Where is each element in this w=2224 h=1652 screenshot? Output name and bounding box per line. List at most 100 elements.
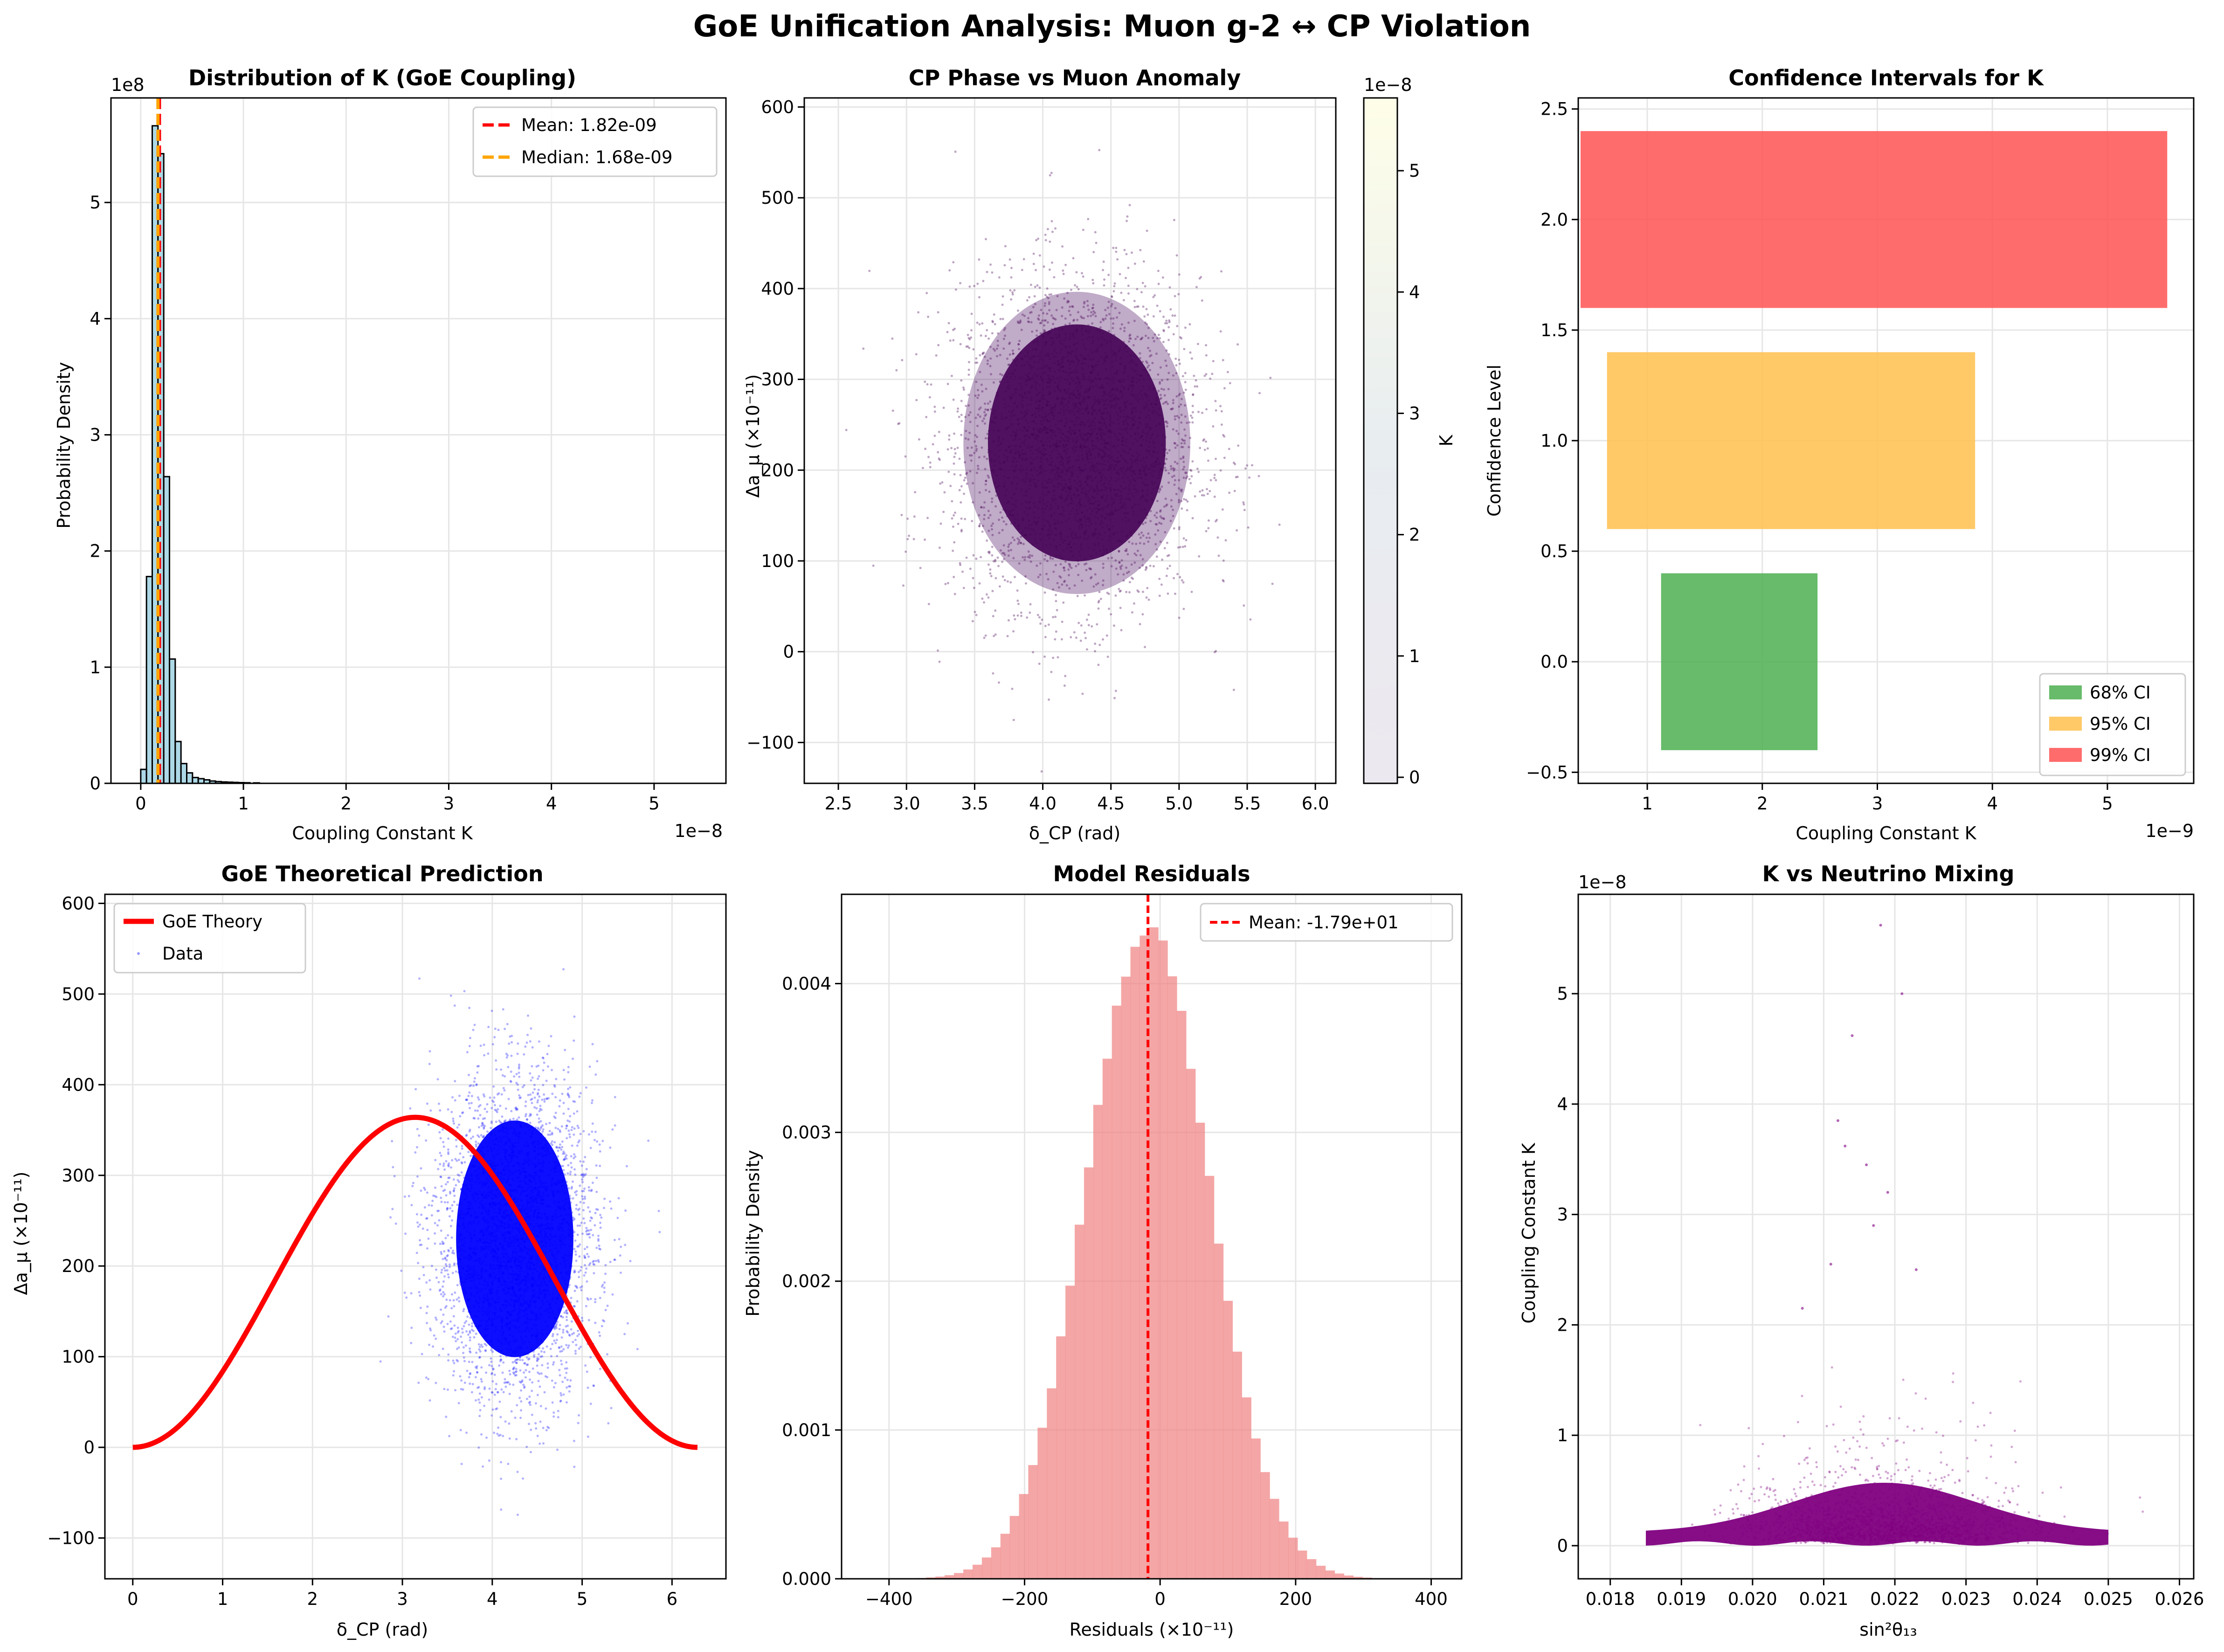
scatter-point xyxy=(1232,461,1235,464)
scatter-point xyxy=(599,1334,601,1337)
scatter-point xyxy=(516,1514,519,1516)
panel-cp-vs-muon: CP Phase vs Muon Anomaly Δa_μ (×10⁻¹¹) δ… xyxy=(743,65,1457,843)
scatter-point xyxy=(448,1435,451,1438)
scatter-point xyxy=(978,258,981,261)
scatter-point xyxy=(1166,541,1168,544)
scatter-point xyxy=(862,347,865,350)
scatter-point xyxy=(1108,608,1111,610)
scatter-point xyxy=(1125,591,1128,594)
scatter-point xyxy=(543,1093,546,1096)
scatter-point xyxy=(1098,643,1101,646)
scatter-point xyxy=(559,1374,561,1377)
scatter-point xyxy=(443,1330,446,1333)
scatter-point xyxy=(1115,567,1118,570)
scatter-point xyxy=(569,1086,572,1089)
scatter-point xyxy=(915,353,918,356)
scatter-point xyxy=(1183,428,1186,431)
scatter-point xyxy=(939,482,942,485)
scatter-point xyxy=(1097,607,1100,610)
scatter-point xyxy=(972,554,975,557)
scatter-point xyxy=(1144,321,1147,324)
scatter-point xyxy=(1044,239,1047,242)
scatter-point xyxy=(1134,338,1137,340)
scatter-point xyxy=(976,389,979,392)
scatter-point xyxy=(1157,333,1160,336)
scatter-point xyxy=(926,383,929,386)
scatter-point xyxy=(548,1307,551,1310)
scatter-point xyxy=(1118,588,1120,590)
scatter-point xyxy=(1049,174,1051,177)
scatter-point xyxy=(990,528,993,531)
scatter-point xyxy=(1158,578,1161,581)
scatter-point xyxy=(985,479,988,482)
scatter-point xyxy=(1151,362,1154,365)
scatter-point xyxy=(557,1416,559,1418)
scatter-point xyxy=(1180,337,1183,340)
scatter-point xyxy=(1128,591,1131,594)
scatter-point xyxy=(582,1130,585,1133)
scatter-point xyxy=(475,1300,477,1303)
scatter-point xyxy=(986,457,988,460)
scatter-point xyxy=(537,1206,539,1209)
scatter-point xyxy=(489,1096,491,1099)
scatter-point xyxy=(488,1185,490,1188)
scatter-point xyxy=(1205,530,1208,532)
panel-title: GoE Theoretical Prediction xyxy=(221,861,543,886)
scatter-point xyxy=(1043,319,1046,322)
scatter-point xyxy=(1130,251,1133,254)
scatter-point xyxy=(1052,570,1055,573)
scatter-point xyxy=(546,1151,549,1154)
scatter-point xyxy=(1219,469,1222,472)
scatter-point xyxy=(1093,311,1096,314)
scatter-point xyxy=(1186,422,1188,424)
scatter-point xyxy=(1181,579,1183,582)
scatter-point xyxy=(989,514,992,517)
scatter-point xyxy=(528,1256,531,1258)
scatter-point xyxy=(480,1396,483,1399)
scatter-point xyxy=(514,1308,517,1311)
scatter-point xyxy=(1050,293,1053,296)
scatter-point xyxy=(971,520,974,523)
legend-label-99: 99% CI xyxy=(2090,745,2151,765)
scatter-point xyxy=(1206,447,1209,450)
scatter-point xyxy=(967,333,969,336)
scatter-point xyxy=(1248,476,1251,479)
y-tick-label: 2.0 xyxy=(1540,210,1568,230)
scatter-point xyxy=(488,1137,491,1140)
scatter-point xyxy=(1182,477,1185,479)
scatter-point xyxy=(1004,327,1007,330)
histogram-bar xyxy=(174,740,182,784)
scatter-point xyxy=(576,1110,579,1113)
x-tick-label: 5.5 xyxy=(1234,794,1261,814)
scatter-point xyxy=(506,1351,509,1354)
scatter-point xyxy=(500,1068,503,1071)
scatter-point xyxy=(999,353,1001,356)
scatter-point xyxy=(1173,577,1175,580)
scatter-point xyxy=(1184,326,1187,329)
scatter-point xyxy=(1113,697,1116,699)
scatter-point xyxy=(923,538,926,541)
scatter-point xyxy=(999,373,1001,375)
colorbar-tick-label: 5 xyxy=(1409,161,1420,181)
scatter-point xyxy=(1050,220,1053,222)
y-tick-label: 300 xyxy=(761,370,794,390)
scatter-point xyxy=(984,483,987,486)
scatter-point xyxy=(1055,600,1057,602)
scatter-point xyxy=(573,1289,576,1292)
scatter-point xyxy=(1188,446,1190,449)
scatter-point xyxy=(1067,568,1070,571)
scatter-point xyxy=(497,1338,499,1341)
scatter-point xyxy=(1102,260,1105,263)
grid xyxy=(804,98,1336,783)
scatter-point xyxy=(996,355,999,358)
scatter-point xyxy=(1174,415,1176,418)
scatter-point xyxy=(502,1008,504,1011)
scatter-point xyxy=(1099,321,1102,324)
scatter-point xyxy=(989,263,992,266)
scatter-point xyxy=(991,533,994,536)
scatter-point xyxy=(1206,488,1209,491)
scatter-point xyxy=(1002,552,1005,554)
scatter-point xyxy=(581,1232,584,1235)
scatter-point xyxy=(1141,613,1144,616)
scatter-point xyxy=(1209,377,1212,380)
